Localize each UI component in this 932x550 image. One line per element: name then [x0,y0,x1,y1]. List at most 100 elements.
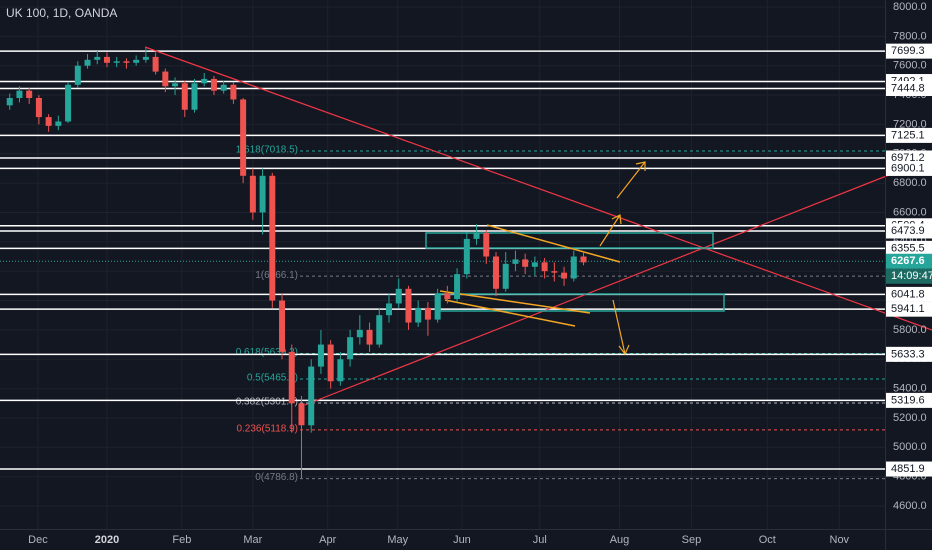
y-tick-label: 4600.0 [893,500,927,512]
candle-body [26,90,33,98]
grid [0,0,885,529]
level-label: 6473.9 [891,225,925,237]
candles [6,48,587,479]
fib-label: 0(4786.8) [255,472,298,483]
candle-body [191,83,198,110]
candle-body [103,56,110,63]
y-tick-label: 5000.0 [893,441,927,453]
fib-levels: 1.618(7018.5) 1(6166.1) 0.618(5639.2) 0.5(5… [236,145,885,483]
candle-body [454,274,461,300]
arrow [599,214,622,247]
level-label-box [886,392,932,408]
levels [0,50,885,470]
candle-body [376,315,383,345]
x-tick-label: Mar [243,534,262,546]
candle-body [337,359,344,382]
candle-body [220,84,227,91]
y-tick-label: 6800.0 [893,177,927,189]
candle-body [210,78,217,91]
candle-body [288,351,295,404]
level-label: 4851.9 [891,463,925,475]
candle-body [113,61,120,63]
candle-body [317,344,324,367]
candle-body [444,293,451,300]
y-tick-label: 8000.0 [893,1,927,13]
trend-line [144,46,932,331]
level-label-box [886,346,932,362]
candle-body [298,403,305,426]
candle-body [531,262,538,267]
candle-body [249,175,256,213]
level-label-box [886,160,932,176]
candle-body [492,256,499,289]
level-label: 5941.1 [891,303,925,315]
level-label: 7444.8 [891,82,925,94]
candle-body [142,56,149,60]
candle-body [570,256,577,279]
candle-body [152,56,159,72]
candle-body [230,84,237,100]
x-tick-label: Jul [533,534,547,546]
level-label: 5633.3 [891,348,925,360]
x-tick-label: 2020 [95,534,119,546]
level-label: 7699.3 [891,45,925,57]
y-tick-label: 7600.0 [893,60,927,72]
candle-body [580,256,587,263]
candle-body [512,259,519,264]
level-label: 5319.6 [891,394,925,406]
x-tick-label: Sep [682,534,702,546]
level-label: 6041.8 [891,288,925,300]
x-tick-label: Oct [759,534,776,546]
channel-line [444,299,576,327]
y-tick-label: 5800.0 [893,324,927,336]
level-label-box [886,80,932,96]
level-label-box [886,301,932,317]
candle-body [395,288,402,304]
candle-body [35,97,42,118]
level-label: 7125.1 [891,129,925,141]
channel-line [486,224,621,263]
level-label: 6971.2 [891,152,925,164]
trend-line [304,157,932,406]
candle-body [45,117,52,126]
price-axis: 8000.07800.07600.07400.07200.07000.06800… [28,1,932,546]
chart-title: UK 100, 1D, OANDA [6,6,117,20]
fib-label: 0.382(5301.7) [236,397,298,408]
candle-body [269,175,276,301]
fib-label: 1.618(7018.5) [236,145,298,156]
candle-body [424,307,431,320]
fib-label: 1(6166.1) [255,270,298,281]
arrow [612,299,630,356]
level-label-box [886,240,932,256]
candle-body [172,83,179,87]
level-label-box [886,461,932,477]
candle-body [94,56,101,60]
y-tick-label: 7200.0 [893,118,927,130]
y-tick-label: 7800.0 [893,30,927,42]
candle-body [541,262,548,272]
level-label-box [886,127,932,143]
candle-body [386,303,393,316]
candle-body [240,99,247,176]
candle-body [473,233,480,239]
fib-label: 0.618(5639.2) [236,347,298,358]
x-tick-label: Dec [28,534,48,546]
candle-body [162,71,169,87]
x-tick-label: Jun [453,534,471,546]
candle-body [366,329,373,345]
x-tick-label: Nov [830,534,850,546]
candle-body [561,272,568,279]
channel-line [439,290,591,314]
last-price-box [886,253,932,269]
x-tick-label: May [387,534,408,546]
level-label: 6355.5 [891,242,925,254]
candle-body [308,366,315,426]
x-tick-label: Apr [319,534,336,546]
candle-body [55,121,62,126]
y-tick-label: 6600.0 [893,206,927,218]
candle-body [483,233,490,257]
candle-body [434,293,441,320]
candle-body [16,90,23,98]
countdown-label: 14:09:47 [891,270,932,282]
